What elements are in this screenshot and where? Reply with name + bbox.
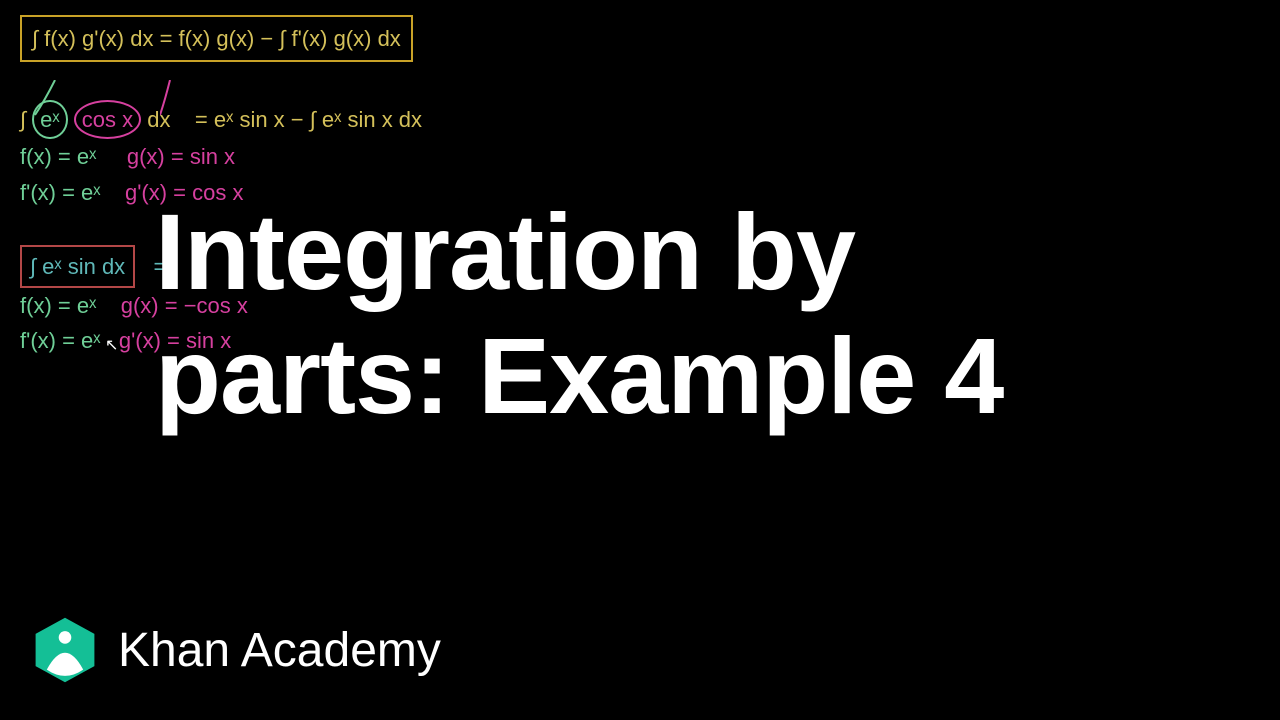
cursor-icon: ↖	[105, 335, 118, 355]
line2-right: = eˣ sin x − ∫ eˣ sin x dx	[195, 107, 422, 132]
assign-gx: g(x) = sin x	[127, 144, 235, 169]
khan-logo-icon	[30, 615, 100, 685]
brand-row: Khan Academy	[30, 615, 441, 685]
video-title: Integration byparts: Example 4	[155, 190, 1003, 438]
assign-fprime: f'(x) = eˣ	[20, 180, 101, 205]
line3-left: ∫ eˣ sin dx	[30, 254, 125, 279]
assign4-fprime: f'(x) = eˣ	[20, 328, 101, 353]
brand-name: Khan Academy	[118, 623, 441, 678]
formula-text: ∫ f(x) g'(x) dx = f(x) g(x) − ∫ f'(x) g(…	[32, 26, 401, 51]
leader-line-1	[25, 80, 65, 120]
assign-fx: f(x) = eˣ	[20, 144, 96, 169]
leader-line-2	[160, 80, 200, 120]
assign3-fx: f(x) = eˣ	[20, 293, 96, 318]
formula-box: ∫ f(x) g'(x) dx = f(x) g(x) − ∫ f'(x) g(…	[20, 15, 413, 62]
